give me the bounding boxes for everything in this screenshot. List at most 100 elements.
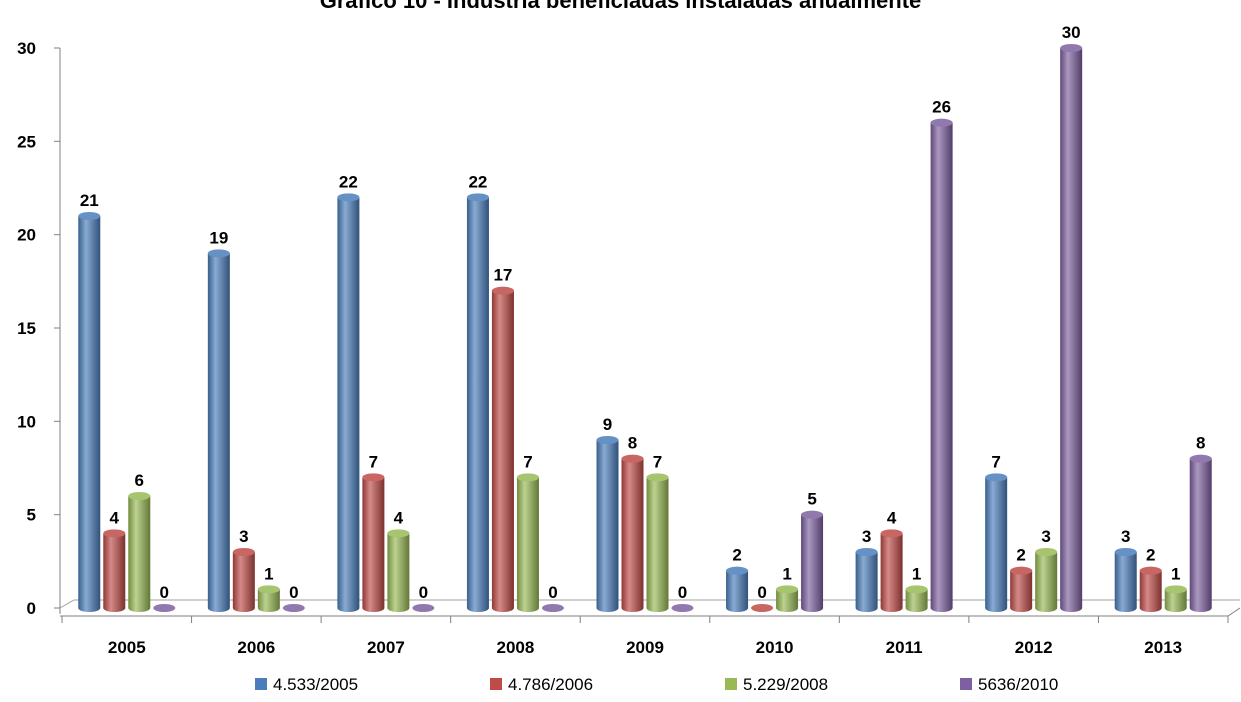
x-tick-label: 2007 xyxy=(367,638,405,657)
data-label: 4 xyxy=(110,508,120,527)
bar xyxy=(855,548,878,612)
bar xyxy=(516,473,539,612)
bar-top xyxy=(337,193,360,202)
chart-title: Gráfico 10 - Indústria beneficiadas inst… xyxy=(319,0,922,13)
bar-body xyxy=(103,533,126,612)
bar-top xyxy=(751,604,774,612)
bar-top xyxy=(1164,585,1187,594)
x-tick-label: 2006 xyxy=(237,638,275,657)
bar xyxy=(1060,44,1083,612)
bar-body xyxy=(1010,570,1033,612)
bar xyxy=(596,436,619,612)
bar-body xyxy=(257,589,280,612)
bar-top xyxy=(596,436,619,444)
bar-body xyxy=(1139,570,1162,612)
y-tick-label: 20 xyxy=(17,226,36,245)
data-label: 3 xyxy=(1121,527,1130,546)
data-label: 21 xyxy=(80,191,99,210)
bar xyxy=(646,473,669,612)
bar xyxy=(128,492,151,612)
bar-top xyxy=(257,585,280,594)
bar-top xyxy=(930,118,953,127)
data-label: 0 xyxy=(548,583,557,602)
legend-label: 4.786/2006 xyxy=(508,675,593,694)
x-tick-label: 2013 xyxy=(1144,638,1182,657)
bar-body xyxy=(1060,48,1083,612)
bar-body xyxy=(491,290,514,612)
bar xyxy=(103,529,126,612)
data-label: 30 xyxy=(1062,23,1081,42)
bar-top xyxy=(801,510,824,519)
bar-top xyxy=(207,249,230,258)
bar-top xyxy=(1060,44,1083,52)
bar-top xyxy=(387,529,410,538)
data-label: 7 xyxy=(653,452,662,471)
bar-top xyxy=(1010,566,1033,575)
bar xyxy=(1189,454,1212,612)
y-tick-label: 0 xyxy=(27,599,36,618)
bar-body xyxy=(985,477,1008,612)
x-tick-label: 2008 xyxy=(497,638,535,657)
data-label: 3 xyxy=(239,527,248,546)
y-tick-label: 10 xyxy=(17,412,36,431)
data-label: 2 xyxy=(732,546,741,565)
bar xyxy=(78,212,101,612)
bar-top xyxy=(128,492,151,500)
bar xyxy=(153,604,176,612)
bar-top xyxy=(726,566,749,575)
bar-top xyxy=(1189,454,1212,463)
bar-top xyxy=(466,193,489,202)
bar-body xyxy=(801,514,824,612)
data-label: 8 xyxy=(628,434,637,453)
bar xyxy=(905,585,928,612)
data-label: 22 xyxy=(468,172,487,191)
data-label: 0 xyxy=(419,583,428,602)
bar-top xyxy=(1114,548,1137,556)
bar-top xyxy=(880,529,903,538)
data-label: 17 xyxy=(493,266,512,285)
data-label: 1 xyxy=(1171,564,1180,583)
bar-body xyxy=(466,197,489,613)
x-tick-label: 2011 xyxy=(886,638,923,657)
x-tick-label: 2010 xyxy=(756,638,794,657)
bar-body xyxy=(726,570,749,612)
y-tick-label: 15 xyxy=(17,319,36,338)
data-label: 26 xyxy=(932,98,951,117)
legend-label: 4.533/2005 xyxy=(273,675,358,694)
bar-body xyxy=(207,253,230,613)
bar-top xyxy=(1139,566,1162,575)
bar-top xyxy=(621,454,644,463)
bar xyxy=(387,529,410,612)
bar xyxy=(1010,566,1033,612)
data-label: 0 xyxy=(289,583,298,602)
data-label: 2 xyxy=(1146,546,1155,565)
data-label: 9 xyxy=(603,415,612,434)
bar-body xyxy=(516,477,539,612)
bar-top xyxy=(78,212,101,220)
bar-body xyxy=(880,533,903,612)
legend-swatch xyxy=(960,678,972,690)
bar xyxy=(1035,548,1058,612)
bar xyxy=(671,604,694,612)
bar-body xyxy=(1114,552,1137,612)
bar-top xyxy=(541,604,564,612)
bar-body xyxy=(930,122,953,613)
legend-label: 5.229/2008 xyxy=(743,675,828,694)
data-label: 22 xyxy=(339,172,358,191)
bar-body xyxy=(1164,589,1187,612)
data-label: 7 xyxy=(991,452,1000,471)
data-label: 7 xyxy=(523,452,532,471)
bar-top xyxy=(153,604,176,612)
bar-top xyxy=(232,548,255,556)
bar-top xyxy=(1035,548,1058,556)
data-label: 3 xyxy=(862,527,871,546)
bar xyxy=(491,286,514,612)
data-label: 4 xyxy=(394,508,404,527)
bar-top xyxy=(282,604,305,612)
data-label: 19 xyxy=(209,228,228,247)
y-tick-label: 5 xyxy=(27,506,36,525)
x-tick-label: 2005 xyxy=(108,638,146,657)
bar-top xyxy=(646,473,669,482)
bar xyxy=(207,249,230,613)
